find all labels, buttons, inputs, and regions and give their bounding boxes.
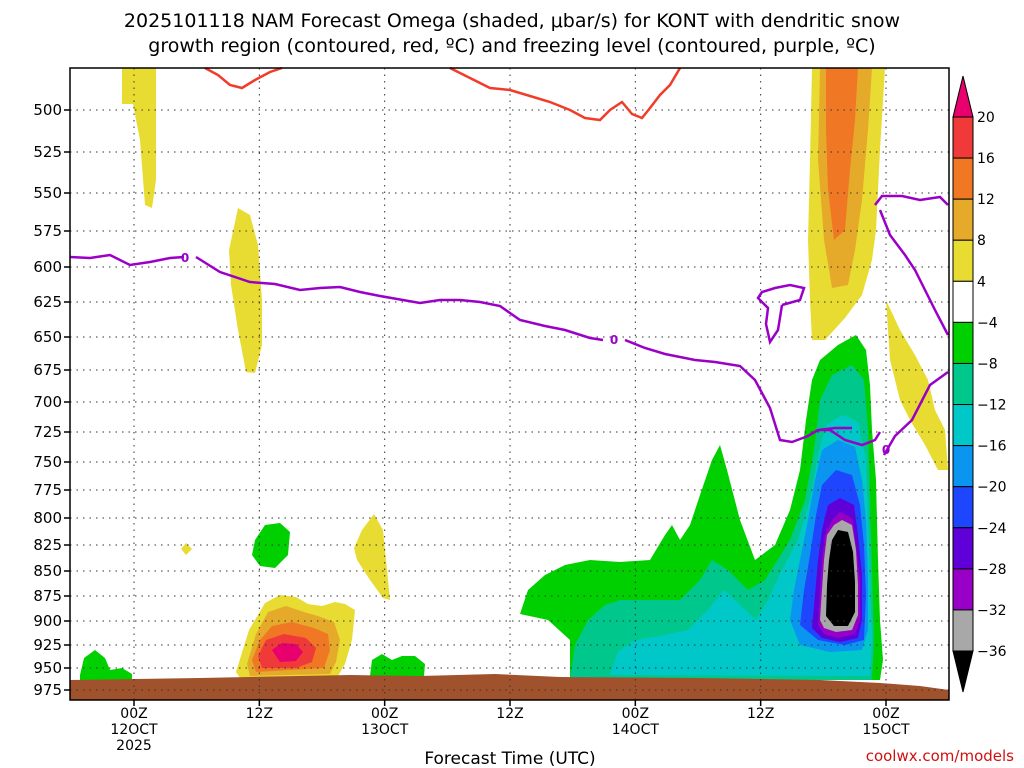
y-tick-label-600: 600 [33,258,62,276]
y-tick-label-925: 925 [33,636,62,654]
x-tick-label-5-0: 12Z [747,706,774,722]
freezing-level-label-3: 0 [882,443,890,457]
colorbar-swatch-2 [952,157,974,200]
colorbar: 20 16 12 8 4 −4 −8 −12 −16 −20 −24 −28 −32 −36 [952,75,1007,693]
y-tick-label-525: 525 [33,143,62,161]
y-tick-label-750: 750 [33,453,62,471]
omega-descent-region-850mb [354,514,390,600]
x-tick-label-0-2: 2025 [116,738,152,754]
credit-text: coolwx.com/models [866,747,1014,765]
x-axis-label: Forecast Time (UTC) [424,749,595,768]
colorbar-label-4: 4 [977,274,986,290]
x-tick-label-2-1: 13OCT [361,722,409,738]
omega-ascent-region-left-bottom [80,650,132,680]
colorbar-swatch-12 [952,568,974,611]
colorbar-label-2: 12 [977,192,995,208]
y-tick-label-625: 625 [33,293,62,311]
x-tick-label-4-0: 00Z [622,706,649,722]
colorbar-label-6: −8 [977,356,998,372]
plot-area: 0 0 0 [69,66,950,701]
y-tick-label-550: 550 [33,184,62,202]
colorbar-label-13: −36 [977,644,1007,660]
y-tick-label-975: 975 [33,681,62,699]
y-tick-label-700: 700 [33,393,62,411]
x-tick-label-0-0: 00Z [120,706,147,722]
x-tick-label-6-0: 00Z [872,706,899,722]
y-tick-label-500: 500 [33,101,62,119]
y-tick-label-850: 850 [33,562,62,580]
colorbar-swatch-4 [952,239,974,282]
colorbar-swatch-3 [952,198,974,241]
x-tick-label-6-1: 15OCT [862,722,910,738]
colorbar-label-3: 8 [977,233,986,249]
y-tick-label-825: 825 [33,536,62,554]
omega-descent-region-600mb [229,208,262,373]
colorbar-label-1: 16 [977,151,995,167]
omega-descent-region-day3-12 [826,68,858,240]
colorbar-top-arrow [952,75,974,118]
freezing-level-contour [69,194,950,456]
colorbar-label-7: −12 [977,398,1007,414]
freezing-level-label-2: 0 [610,333,618,347]
y-tick-label-575: 575 [33,222,62,240]
colorbar-label-10: −24 [977,521,1007,537]
omega-descent-region-12z-20 [272,643,303,662]
colorbar-label-9: −20 [977,480,1007,496]
omega-ascent-region-12z-small [252,523,290,568]
y-tick-label-800: 800 [33,509,62,527]
omega-descent-region-right [886,300,948,470]
omega-ascent-region-main-core [826,530,855,626]
omega-descent-region-small-dot [181,543,192,555]
omega-ascent-region-00z13 [370,654,425,676]
y-tick-label-775: 775 [33,481,62,499]
colorbar-swatch-1 [952,116,974,159]
colorbar-swatch-9 [952,445,974,488]
chart-title-line2: growth region (contoured, red, ºC) and f… [148,35,875,57]
freezing-level-label-1: 0 [181,251,189,265]
y-tick-label-950: 950 [33,659,62,677]
y-tick-label-650: 650 [33,328,62,346]
y-tick-label-875: 875 [33,587,62,605]
colorbar-swatch-13 [952,609,974,652]
y-axis: 500 525 550 575 600 625 650 675 700 725 750 775 800 8… [33,101,70,699]
colorbar-label-0: 20 [977,110,995,126]
y-tick-label-675: 675 [33,361,62,379]
colorbar-label-12: −32 [977,603,1007,619]
y-tick-label-725: 725 [33,423,62,441]
colorbar-swatch-7 [952,362,974,406]
colorbar-label-11: −28 [977,562,1007,578]
colorbar-label-8: −16 [977,439,1007,455]
colorbar-swatch-6 [952,321,974,364]
x-tick-label-1-0: 12Z [246,706,273,722]
omega-descent-region-upper-left [122,68,156,208]
chart-title-line1: 2025101118 NAM Forecast Omega (shaded, μ… [124,10,900,32]
dendritic-growth-contour [204,66,682,122]
colorbar-swatch-11 [952,527,974,570]
colorbar-bottom-arrow [952,650,974,693]
y-tick-label-900: 900 [33,612,62,630]
colorbar-swatch-8 [952,404,974,447]
omega-ascent-shading [80,335,883,680]
x-tick-label-3-0: 12Z [496,706,523,722]
colorbar-swatch-5 [952,280,974,323]
grid-lines [70,68,949,700]
x-tick-label-4-1: 14OCT [612,722,660,738]
colorbar-swatch-10 [952,486,974,529]
x-tick-label-0-1: 12OCT [110,722,158,738]
colorbar-label-5: −4 [977,315,998,331]
omega-descent-shading [122,68,948,678]
x-tick-label-2-0: 00Z [371,706,398,722]
